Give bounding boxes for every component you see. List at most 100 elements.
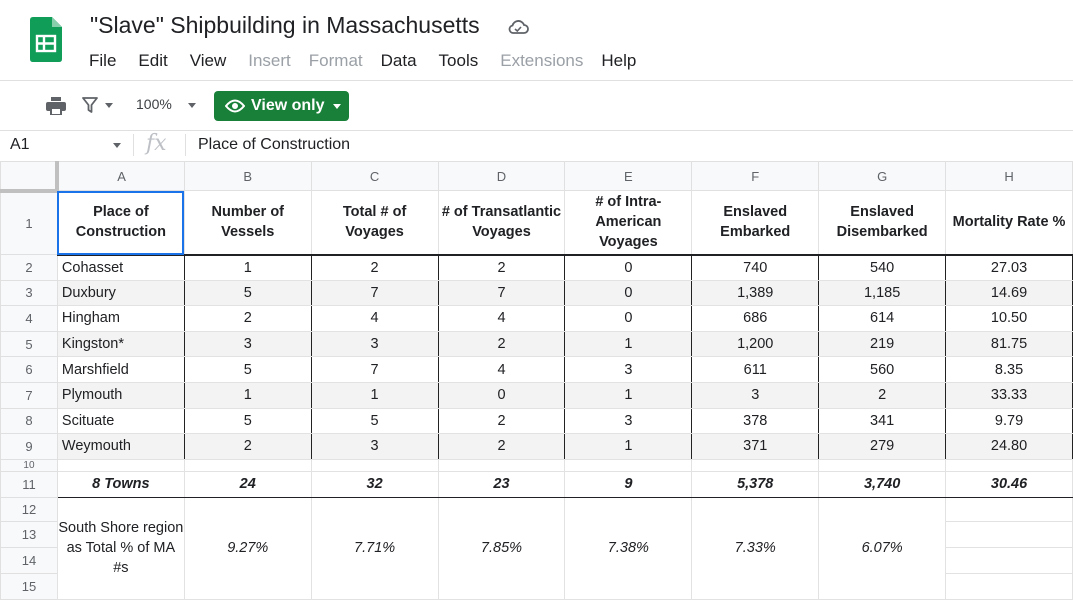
data-cell[interactable]: 3 bbox=[564, 356, 693, 383]
data-cell[interactable]: 7 bbox=[437, 279, 566, 307]
data-cell[interactable]: 1 bbox=[564, 330, 693, 358]
data-cell[interactable]: 3 bbox=[183, 330, 312, 358]
empty-cell[interactable] bbox=[818, 458, 947, 472]
column-header-c[interactable]: C bbox=[310, 161, 439, 191]
print-icon[interactable] bbox=[46, 97, 66, 115]
data-cell[interactable]: 2 bbox=[310, 254, 439, 281]
column-header-e[interactable]: E bbox=[564, 161, 693, 191]
data-cell[interactable]: 7 bbox=[310, 356, 439, 383]
menu-format[interactable]: Format bbox=[308, 51, 363, 70]
row-header[interactable]: 12 bbox=[0, 496, 58, 522]
document-title[interactable]: "Slave" Shipbuilding in Massachusetts bbox=[90, 12, 480, 38]
percent-cell[interactable]: 7.85% bbox=[437, 496, 566, 600]
row-header[interactable]: 5 bbox=[0, 330, 58, 358]
row-header[interactable]: 14 bbox=[0, 546, 58, 574]
data-cell[interactable]: 5 bbox=[183, 407, 312, 435]
data-cell[interactable]: 5 bbox=[183, 279, 312, 307]
empty-cell[interactable] bbox=[691, 458, 820, 472]
town-name-cell[interactable]: Plymouth bbox=[56, 381, 185, 409]
menu-file[interactable]: File bbox=[89, 51, 117, 70]
name-box[interactable]: A1 bbox=[10, 136, 30, 153]
data-cell[interactable]: 1,185 bbox=[818, 279, 947, 307]
total-cell[interactable]: 5,378 bbox=[691, 470, 820, 498]
row-header[interactable]: 2 bbox=[0, 254, 58, 281]
header-cell[interactable]: # of Transatlantic Voyages bbox=[437, 190, 566, 256]
town-name-cell[interactable]: Scituate bbox=[56, 407, 185, 435]
view-only-button[interactable]: View only bbox=[214, 91, 349, 121]
data-cell[interactable]: 2 bbox=[183, 433, 312, 460]
data-cell[interactable]: 560 bbox=[818, 356, 947, 383]
data-cell[interactable]: 81.75 bbox=[945, 330, 1073, 358]
empty-cell[interactable] bbox=[945, 572, 1073, 600]
data-cell[interactable]: 4 bbox=[437, 356, 566, 383]
total-cell[interactable]: 32 bbox=[310, 470, 439, 498]
filter-icon[interactable] bbox=[82, 97, 98, 114]
zoom-dropdown-caret[interactable] bbox=[188, 103, 196, 108]
data-cell[interactable]: 7 bbox=[310, 279, 439, 307]
row-header[interactable]: 11 bbox=[0, 470, 58, 498]
empty-cell[interactable] bbox=[437, 458, 566, 472]
data-cell[interactable]: 10.50 bbox=[945, 305, 1073, 332]
data-cell[interactable]: 378 bbox=[691, 407, 820, 435]
town-name-cell[interactable]: Cohasset bbox=[56, 254, 185, 281]
data-cell[interactable]: 4 bbox=[310, 305, 439, 332]
town-name-cell[interactable]: Kingston* bbox=[56, 330, 185, 358]
data-cell[interactable]: 540 bbox=[818, 254, 947, 281]
data-cell[interactable]: 24.80 bbox=[945, 433, 1073, 460]
data-cell[interactable]: 3 bbox=[691, 381, 820, 409]
data-cell[interactable]: 1,200 bbox=[691, 330, 820, 358]
column-header-b[interactable]: B bbox=[183, 161, 312, 191]
total-cell[interactable]: 23 bbox=[437, 470, 566, 498]
data-cell[interactable]: 1,389 bbox=[691, 279, 820, 307]
header-cell[interactable]: Number of Vessels bbox=[183, 190, 312, 256]
header-cell[interactable]: Place of Construction bbox=[56, 190, 185, 256]
data-cell[interactable]: 686 bbox=[691, 305, 820, 332]
header-cell[interactable]: Enslaved Disembarked bbox=[818, 190, 947, 256]
row-header[interactable]: 4 bbox=[0, 305, 58, 332]
data-cell[interactable]: 5 bbox=[310, 407, 439, 435]
data-cell[interactable]: 33.33 bbox=[945, 381, 1073, 409]
data-cell[interactable]: 0 bbox=[437, 381, 566, 409]
total-cell[interactable]: 24 bbox=[183, 470, 312, 498]
percent-cell[interactable]: 6.07% bbox=[818, 496, 947, 600]
data-cell[interactable]: 8.35 bbox=[945, 356, 1073, 383]
data-cell[interactable]: 1 bbox=[310, 381, 439, 409]
formula-input[interactable]: Place of Construction bbox=[198, 136, 351, 153]
menu-view[interactable]: View bbox=[189, 51, 227, 70]
select-all-corner[interactable] bbox=[0, 161, 60, 193]
column-header-f[interactable]: F bbox=[691, 161, 820, 191]
data-cell[interactable]: 279 bbox=[818, 433, 947, 460]
total-cell[interactable]: 30.46 bbox=[945, 470, 1073, 498]
data-cell[interactable]: 2 bbox=[437, 407, 566, 435]
header-cell[interactable]: Enslaved Embarked bbox=[691, 190, 820, 256]
percent-label-cell[interactable]: South Shore region as Total % of MA #s bbox=[56, 496, 185, 600]
data-cell[interactable]: 14.69 bbox=[945, 279, 1073, 307]
data-cell[interactable]: 341 bbox=[818, 407, 947, 435]
row-header[interactable]: 3 bbox=[0, 279, 58, 307]
data-cell[interactable]: 27.03 bbox=[945, 254, 1073, 281]
menu-extensions[interactable]: Extensions bbox=[500, 51, 584, 70]
menu-tools[interactable]: Tools bbox=[438, 51, 479, 70]
data-cell[interactable]: 1 bbox=[183, 381, 312, 409]
data-cell[interactable]: 2 bbox=[183, 305, 312, 332]
town-name-cell[interactable]: Weymouth bbox=[56, 433, 185, 460]
total-cell[interactable]: 8 Towns bbox=[56, 470, 185, 498]
row-header[interactable]: 10 bbox=[0, 458, 58, 472]
percent-cell[interactable]: 7.33% bbox=[691, 496, 820, 600]
data-cell[interactable]: 3 bbox=[310, 433, 439, 460]
data-cell[interactable]: 1 bbox=[564, 433, 693, 460]
data-cell[interactable]: 740 bbox=[691, 254, 820, 281]
percent-cell[interactable]: 7.71% bbox=[310, 496, 439, 600]
data-cell[interactable]: 614 bbox=[818, 305, 947, 332]
town-name-cell[interactable]: Duxbury bbox=[56, 279, 185, 307]
menu-insert[interactable]: Insert bbox=[248, 51, 291, 70]
row-header[interactable]: 15 bbox=[0, 572, 58, 600]
data-cell[interactable]: 2 bbox=[437, 433, 566, 460]
row-header[interactable]: 9 bbox=[0, 433, 58, 460]
town-name-cell[interactable]: Hingham bbox=[56, 305, 185, 332]
column-header-d[interactable]: D bbox=[437, 161, 566, 191]
empty-cell[interactable] bbox=[945, 546, 1073, 574]
empty-cell[interactable] bbox=[945, 458, 1073, 472]
empty-cell[interactable] bbox=[564, 458, 693, 472]
town-name-cell[interactable]: Marshfield bbox=[56, 356, 185, 383]
